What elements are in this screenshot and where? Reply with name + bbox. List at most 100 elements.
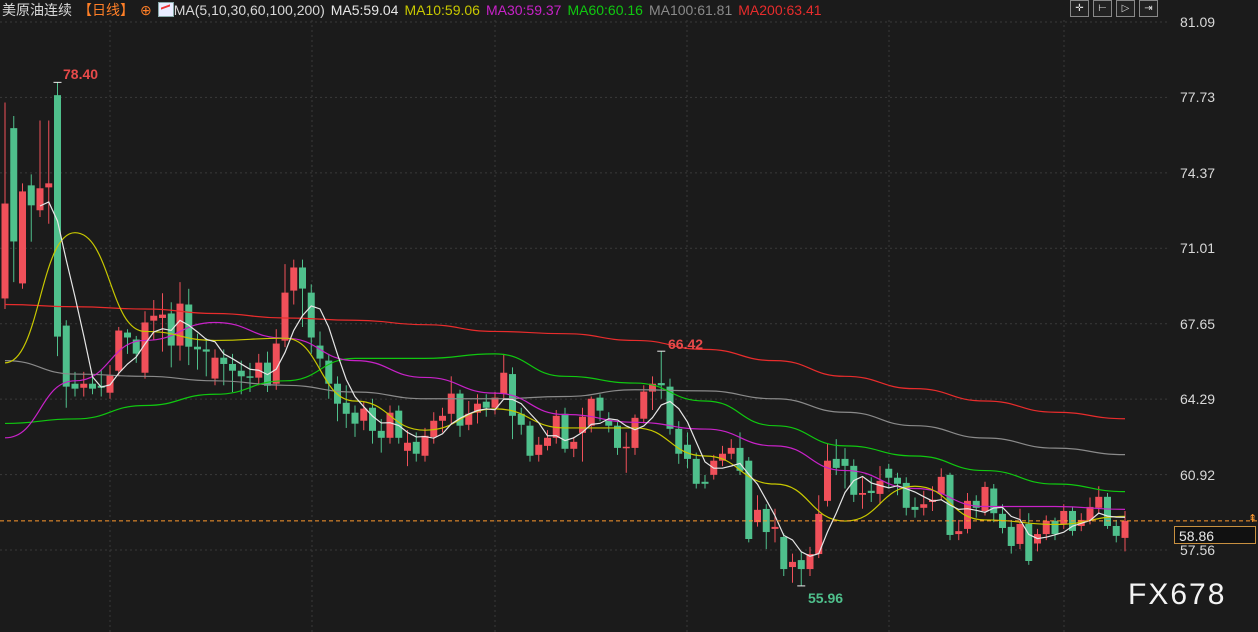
candle-down [62, 325, 70, 387]
y-tick-label: 64.29 [1180, 391, 1216, 408]
high-annotation: 78.40 [63, 66, 99, 82]
candle-down [220, 357, 228, 364]
candle-up [815, 513, 823, 555]
candle-down [482, 401, 490, 408]
crosshair-circle-icon[interactable]: ⊕ [140, 2, 152, 18]
candle-up [1, 203, 9, 299]
candle-down [657, 383, 665, 386]
candle-up [1060, 510, 1068, 524]
ma100-value: MA100:61.81 [648, 2, 733, 18]
candle-down [10, 128, 18, 242]
instrument-title: 美原油连续 [2, 2, 72, 18]
candle-up [421, 435, 429, 456]
candle-up [150, 315, 158, 321]
ma100-line [4, 360, 1126, 456]
period-selector[interactable]: 【日线】 [78, 2, 134, 18]
candle-down [124, 332, 131, 338]
candle-up [727, 447, 735, 454]
candle-up [876, 480, 884, 494]
candle-down [377, 430, 385, 438]
candle-down [894, 477, 901, 484]
candle-down [316, 345, 324, 359]
candle-down [605, 420, 613, 426]
candle-up [474, 403, 481, 413]
ma10-value: MA10:59.06 [404, 2, 480, 18]
low-annotation: 55.96 [808, 590, 844, 606]
candle-up [859, 493, 866, 495]
ma200-line [4, 303, 1126, 420]
candle-up [176, 303, 184, 346]
candle-down [675, 428, 683, 454]
candle-down [237, 370, 245, 377]
candle-up [36, 188, 44, 211]
candle-down [736, 447, 744, 471]
candle-down [517, 413, 525, 425]
candle-up [1121, 520, 1129, 538]
candle-up [552, 415, 560, 438]
y-tick-label: 81.09 [1180, 14, 1216, 30]
candle-up [964, 500, 971, 529]
ma10-line [4, 232, 1126, 526]
candle-down [54, 95, 61, 337]
candle-up [544, 437, 551, 446]
exit-icon[interactable]: ⇥ [1139, 0, 1158, 17]
crosshair-icon[interactable]: ✛ [1070, 0, 1089, 17]
current-price-marker-icon: ⇞ [1248, 513, 1258, 525]
candle-down [684, 444, 691, 459]
candle-up [955, 531, 963, 535]
candle-down [71, 383, 79, 389]
candle-up [1095, 496, 1103, 508]
candle-down [1025, 523, 1033, 561]
candle-up [80, 383, 88, 388]
candle-up [404, 442, 411, 451]
candle-down [412, 441, 420, 454]
candle-up [491, 397, 499, 408]
candle-up [937, 476, 945, 494]
candle-down [614, 425, 621, 448]
candle-down [202, 349, 210, 352]
candle-up [771, 526, 779, 529]
zoom-range-icon[interactable]: ⊢ [1093, 0, 1112, 17]
candle-down [526, 425, 534, 456]
watermark-logo: FX678 [1128, 578, 1227, 611]
candle-down [369, 407, 376, 431]
candle-up [465, 413, 473, 425]
ma60-line [4, 353, 1126, 493]
candle-up [1016, 523, 1024, 544]
candle-up [1042, 520, 1050, 535]
candle-up [587, 398, 595, 426]
candle-down [832, 458, 840, 468]
candle-down [692, 458, 700, 484]
candle-down [1112, 525, 1120, 536]
indicator-chart-icon[interactable] [157, 2, 174, 17]
candle-down [666, 386, 674, 429]
candle-down [1104, 496, 1111, 526]
candle-down [342, 402, 350, 414]
candle-up [535, 444, 543, 455]
candle-down [561, 413, 569, 449]
ma60-value: MA60:60.16 [567, 2, 643, 18]
candle-up [570, 441, 578, 449]
play-icon[interactable]: ▷ [1116, 0, 1135, 17]
candle-down [395, 410, 403, 438]
candle-down [351, 412, 359, 424]
candle-down [89, 383, 96, 389]
candle-down [911, 506, 919, 510]
candle-up [806, 554, 814, 570]
candle-up [430, 420, 438, 437]
candle-down [745, 460, 753, 540]
candle-down [596, 397, 604, 411]
candle-up [290, 267, 298, 291]
candle-up [754, 509, 761, 523]
candle-up [719, 453, 726, 461]
candle-down [132, 339, 140, 354]
ma-params[interactable]: MA(5,10,30,60,100,200) [173, 2, 325, 18]
candle-down [307, 292, 315, 338]
ma30-value: MA30:59.37 [485, 2, 562, 18]
candle-up [45, 183, 53, 188]
candle-down [1007, 526, 1015, 546]
candle-up [159, 314, 166, 318]
candle-down [990, 488, 998, 514]
chart-header: 美原油连续 【日线】 ⊕ MA(5,10,30,60,100,200) MA5:59.0… [2, 0, 828, 20]
